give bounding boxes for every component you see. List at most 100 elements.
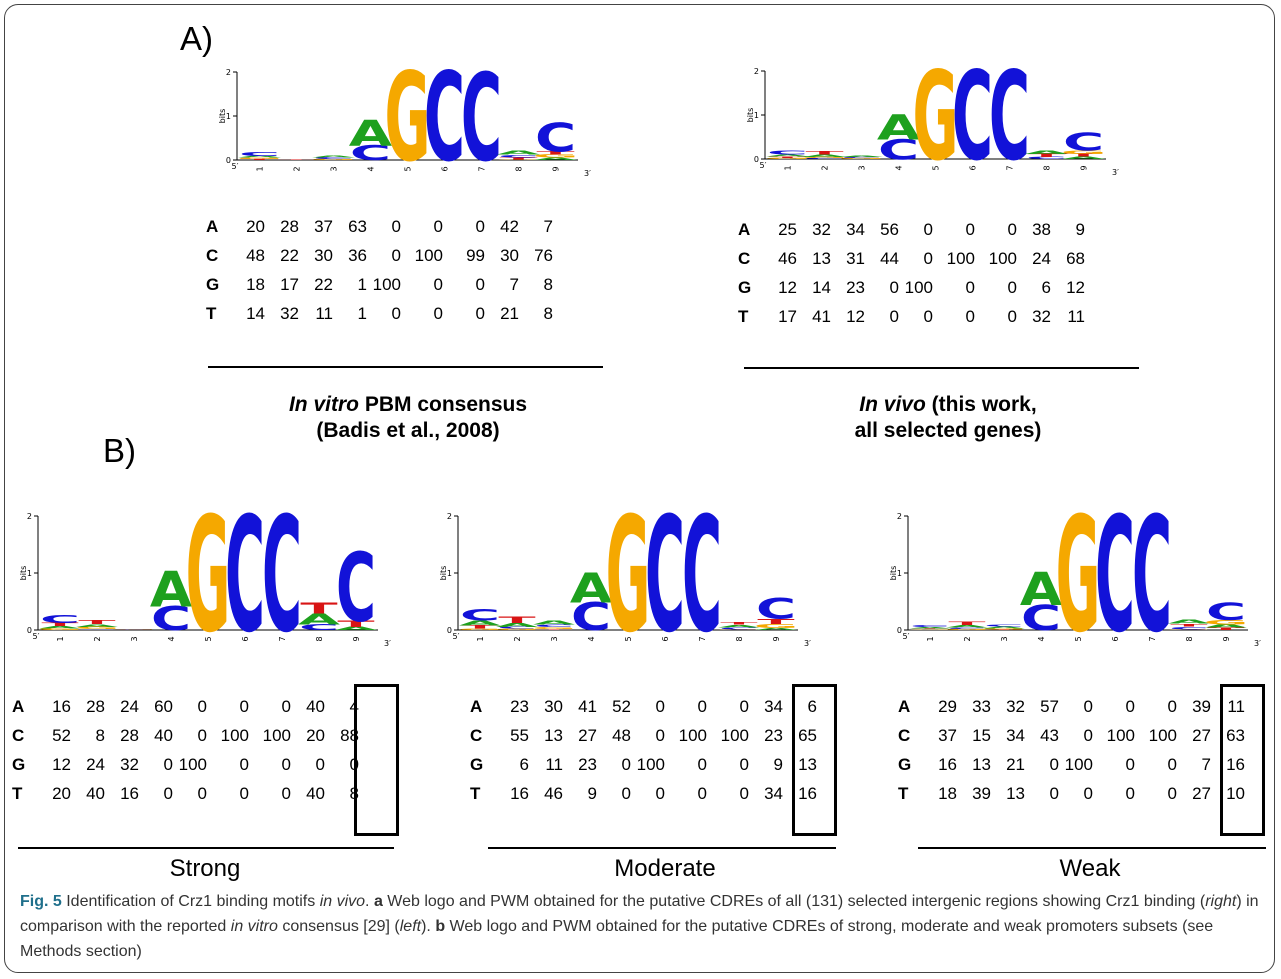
pwm-cell: 30 — [544, 696, 563, 716]
logo-y-tick-label: 1 — [754, 111, 759, 120]
logo-letter-C: C — [1206, 598, 1246, 626]
logo-letter-G: G — [384, 48, 430, 189]
pwm-cell: 29 — [938, 696, 957, 716]
logo-letter-G: G — [908, 629, 953, 630]
divider-rule — [18, 847, 394, 849]
logo-letter-C: C — [767, 150, 808, 156]
pwm-cell: 0 — [1049, 783, 1059, 803]
pwm-cell: 13 — [544, 725, 563, 745]
pwm-cell: 17 — [778, 306, 797, 326]
logo-letter-T: T — [41, 622, 79, 627]
pwm-cell: 0 — [281, 754, 291, 774]
pwm-row-T: T 14 32 11 1 0 0 0 21 8 — [206, 299, 553, 328]
pwm-cell: 0 — [391, 216, 401, 236]
logo-letter-A: A — [1025, 150, 1069, 156]
logo-letter-G: G — [495, 159, 541, 160]
pwm-base-label: C — [206, 245, 219, 265]
logo-position-label: 8 — [1185, 636, 1194, 641]
pwm-cell: 0 — [1125, 783, 1135, 803]
logo-letter-T: T — [985, 629, 1023, 630]
pwm-row-A: A 25 32 34 56 0 0 0 38 9 — [738, 215, 1085, 244]
pwm-row-G: G 6 11 23 0 100 0 0 9 13 — [470, 750, 817, 779]
pwm-base-label: T — [898, 783, 909, 803]
pwm-cell: 28 — [280, 216, 299, 236]
pwm-cell: 0 — [697, 696, 707, 716]
pwm-cell: 11 — [1227, 696, 1245, 716]
divider-rule — [918, 847, 1266, 849]
logo-y-tick-label: 0 — [447, 626, 452, 635]
logo-letter-C: C — [535, 116, 576, 162]
logo-three-prime-label: 3′ — [1112, 168, 1119, 177]
pwm-cell: 0 — [163, 783, 173, 803]
pwm-cell: 100 — [636, 754, 665, 774]
pwm-row-A: A 29 33 32 57 0 0 0 39 11 — [898, 692, 1245, 721]
logo-position-label: 1 — [256, 166, 265, 171]
logo-letter-C: C — [1026, 156, 1067, 159]
pwm-cell: 7 — [543, 216, 553, 236]
logo-position-label: 7 — [1148, 636, 1157, 641]
logo-letter-G: G — [458, 628, 503, 630]
logo-y-tick-label: 0 — [897, 626, 902, 635]
logo-five-prime-label: 5′ — [903, 632, 910, 641]
pwm-cell: 10 — [1226, 783, 1245, 803]
logo-letter-A: A — [349, 114, 393, 155]
pwm-cell: 31 — [846, 248, 865, 268]
logo-position-label: 4 — [367, 166, 376, 171]
pwm-cell: 65 — [798, 725, 817, 745]
pwm-cell: 0 — [1167, 696, 1177, 716]
pwm-cell: 0 — [965, 219, 975, 239]
pwm-cell: 32 — [1032, 306, 1051, 326]
logo-letter-C: C — [645, 483, 685, 668]
logo-five-prime-label: 5′ — [453, 632, 460, 641]
logo-letter-A: A — [840, 155, 884, 157]
logo-letter-C: C — [878, 134, 919, 165]
pwm-cell: 24 — [120, 696, 139, 716]
pwm-cell: 23 — [510, 696, 529, 716]
logo-letter-T: T — [300, 600, 338, 617]
pwm-cell: 37 — [938, 725, 957, 745]
pwm-cell: 0 — [433, 216, 443, 236]
logo-letter-A: A — [150, 562, 192, 619]
pwm-cell: 7 — [509, 274, 519, 294]
pwm-cell: 0 — [655, 783, 665, 803]
pwm-cell: 0 — [965, 277, 975, 297]
pwm-cell: 40 — [306, 783, 325, 803]
figure-caption: Fig. 5 Identification of Crz1 binding mo… — [20, 893, 1259, 960]
logo-letter-T: T — [535, 629, 573, 630]
logo-letter-C: C — [1169, 626, 1209, 631]
pwm-cell: 23 — [846, 277, 865, 297]
pwm-table-in-vivo: A 25 32 34 56 0 0 0 38 9 C 46 13 31 44 0 100 100 24 68 G 12 14… — [738, 215, 1085, 331]
pwm-cell: 41 — [578, 696, 597, 716]
logo-letter-T: T — [240, 159, 278, 161]
logo-y-tick-label: 1 — [226, 112, 231, 121]
pwm-cell: 16 — [798, 783, 817, 803]
logo-position-label: 9 — [1080, 165, 1089, 170]
logo-letter-C: C — [40, 614, 80, 626]
pwm-cell: 0 — [1049, 754, 1059, 774]
logo-letter-C: C — [262, 483, 302, 668]
pwm-table-weak: A 29 33 32 57 0 0 0 39 11 C 37 15 34 43 0 100 100 27 63 G 16 1… — [898, 692, 1245, 808]
pwm-cell: 16 — [510, 783, 529, 803]
logo-letter-C: C — [114, 629, 154, 630]
pwm-cell: 100 — [1148, 725, 1177, 745]
logo-letter-G: G — [801, 157, 847, 159]
pwm-row-C: C 48 22 30 36 0 100 99 30 76 — [206, 241, 553, 270]
logo-position-label: 5 — [1074, 636, 1083, 641]
pwm-cell: 34 — [764, 696, 783, 716]
pwm-cell: 0 — [391, 303, 401, 323]
pwm-base-label: C — [12, 725, 25, 745]
logo-position-label: 3 — [858, 165, 867, 170]
logo-letter-C: C — [225, 483, 265, 668]
logo-position-label: 1 — [926, 636, 935, 641]
logo-letter-T: T — [536, 151, 574, 156]
pwm-cell: 32 — [280, 303, 299, 323]
pwm-row-T: T 17 41 12 0 0 0 0 32 11 — [738, 302, 1085, 331]
pwm-base-label: G — [470, 754, 484, 774]
pwm-cell: 20 — [306, 725, 325, 745]
pwm-cell: 12 — [1066, 277, 1085, 297]
logo-letter-T: T — [805, 151, 843, 156]
logo-position-label: 6 — [1111, 636, 1120, 641]
logo-letter-G: G — [236, 157, 282, 159]
pwm-cell: 11 — [315, 303, 333, 323]
